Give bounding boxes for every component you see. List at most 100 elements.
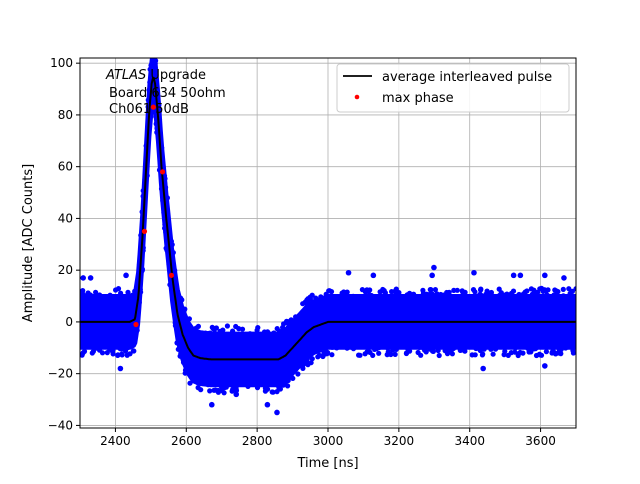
scatter-point — [370, 309, 376, 316]
scatter-point — [312, 337, 318, 343]
scatter-point — [218, 361, 224, 367]
max-phase-point — [150, 104, 156, 110]
scatter-point — [203, 333, 209, 339]
scatter-point — [85, 290, 91, 296]
scatter-point — [481, 301, 487, 307]
plot-data — [80, 58, 576, 416]
scatter-point — [504, 291, 510, 297]
scatter-point — [323, 350, 329, 356]
scatter-point — [488, 334, 494, 340]
scatter-point — [93, 289, 99, 295]
scatter-point — [532, 346, 539, 352]
scatter-point — [403, 297, 409, 303]
y-tick-label: 20 — [58, 263, 73, 277]
scatter-point — [400, 314, 406, 320]
legend-label-average-pulse: average interleaved pulse — [382, 70, 552, 85]
scatter-point — [90, 333, 96, 339]
scatter-point — [483, 336, 489, 342]
scatter-point — [358, 338, 364, 344]
scatter-point — [551, 316, 557, 322]
scatter-point — [217, 366, 224, 372]
scatter-point — [462, 337, 468, 343]
scatter-point — [208, 348, 215, 355]
scatter-point — [506, 298, 512, 304]
scatter-point — [285, 383, 291, 389]
scatter-point — [84, 315, 90, 321]
scatter-point — [102, 343, 108, 349]
scatter-point — [221, 375, 227, 381]
scatter-point — [463, 329, 469, 335]
scatter-point — [468, 329, 474, 335]
scatter-point — [560, 293, 567, 299]
scatter-point — [376, 335, 382, 341]
scatter-point — [437, 324, 443, 330]
scatter-point — [189, 343, 195, 349]
scatter-point — [552, 309, 558, 316]
scatter-point — [330, 294, 336, 300]
scatter-point — [341, 295, 347, 301]
scatter-point — [535, 289, 541, 295]
scatter-point — [101, 299, 107, 305]
scatter-point — [185, 350, 191, 356]
scatter-point — [226, 347, 232, 353]
scatter-point — [573, 331, 576, 337]
scatter-point — [198, 358, 204, 364]
annotation-upgrade: Upgrade — [146, 68, 206, 83]
scatter-point — [526, 302, 532, 308]
scatter-point — [316, 335, 322, 341]
legend-box — [336, 63, 570, 113]
scatter-point — [371, 314, 377, 320]
scatter-point — [117, 302, 123, 308]
scatter-point — [245, 365, 251, 372]
scatter-point — [380, 294, 386, 300]
scatter-point — [251, 348, 257, 354]
scatter-point — [241, 344, 247, 350]
scatter-point — [388, 305, 394, 311]
scatter-point — [178, 346, 184, 352]
scatter-point — [428, 287, 434, 293]
y-tick-label: 0 — [65, 315, 73, 329]
scatter-point — [80, 312, 83, 318]
scatter-point — [86, 295, 92, 301]
scatter-point — [128, 303, 134, 309]
x-tick-label: 2400 — [100, 434, 131, 448]
annotation-line-2: Board 634 50ohm — [109, 86, 226, 101]
scatter-outlier-point — [208, 401, 215, 408]
scatter-point — [99, 350, 106, 356]
scatter-point — [570, 324, 576, 330]
scatter-point — [240, 378, 246, 384]
scatter-point — [277, 333, 283, 339]
scatter-point — [90, 322, 96, 328]
scatter-point — [498, 312, 504, 318]
scatter-point — [322, 323, 328, 329]
scatter-point — [248, 335, 254, 341]
scatter-point — [411, 330, 417, 336]
scatter-point — [198, 372, 204, 378]
scatter-point — [477, 341, 483, 347]
scatter-point — [211, 342, 217, 348]
scatter-outlier-point — [123, 272, 129, 279]
scatter-point — [334, 327, 340, 333]
scatter-point — [124, 345, 130, 351]
scatter-point — [265, 386, 271, 392]
annotation-atlas: ATLAS — [105, 68, 146, 83]
scatter-point — [297, 329, 303, 335]
scatter-point — [447, 343, 453, 349]
scatter-point — [440, 292, 447, 298]
average-pulse-line — [80, 76, 576, 361]
scatter-point — [376, 350, 382, 356]
scatter-point — [318, 343, 324, 349]
scatter-point — [100, 329, 106, 336]
scatter-outlier-point — [233, 391, 240, 398]
scatter-point — [528, 315, 535, 321]
scatter-point — [486, 290, 492, 296]
scatter-point — [111, 296, 117, 302]
scatter-point — [362, 295, 368, 301]
scatter-point — [461, 314, 468, 320]
scatter-point — [119, 351, 125, 357]
scatter-point — [470, 287, 477, 293]
scatter-point — [567, 290, 573, 297]
scatter-outlier-point — [287, 319, 293, 325]
scatter-point — [308, 330, 314, 336]
scatter-point — [420, 334, 426, 341]
